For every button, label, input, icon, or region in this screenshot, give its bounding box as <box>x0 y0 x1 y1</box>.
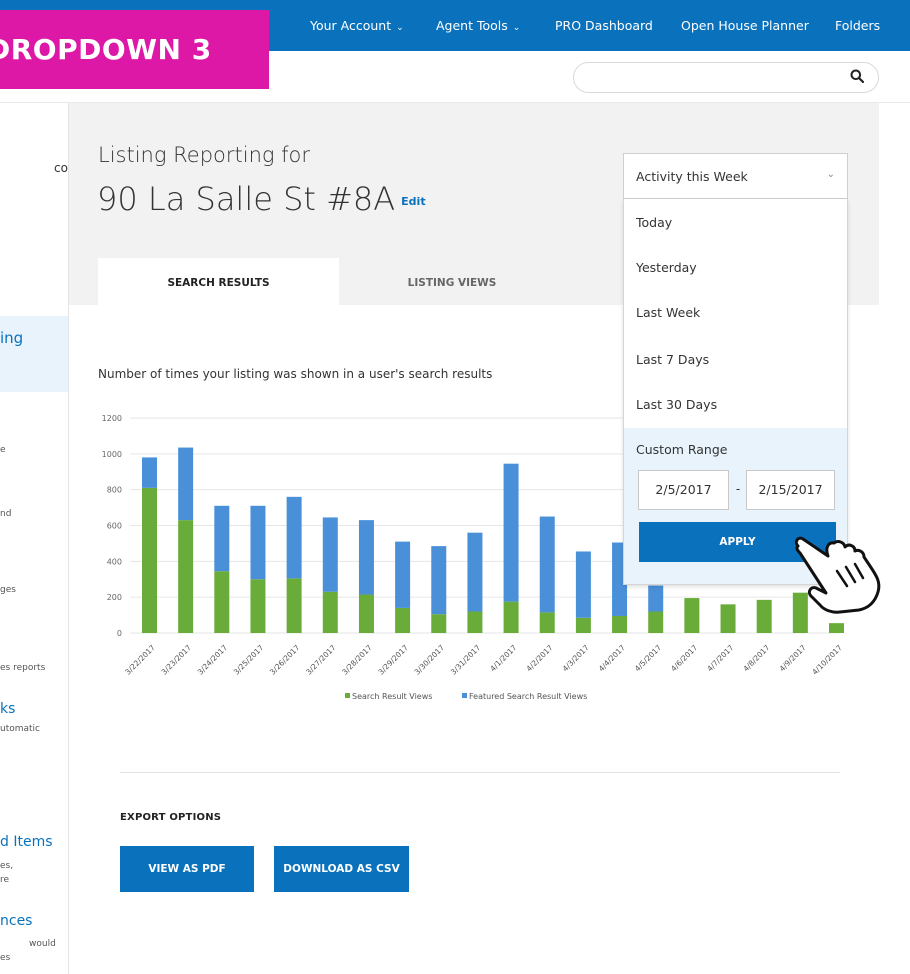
bar-search-result-views <box>214 571 229 633</box>
download-csv-button[interactable]: DOWNLOAD AS CSV <box>274 846 409 892</box>
bar-featured-search-result-views <box>648 586 663 612</box>
x-tick-label: 3/27/2017 <box>304 643 338 677</box>
x-tick-label: 3/26/2017 <box>268 643 302 677</box>
section-divider <box>120 772 840 773</box>
x-tick-label: 4/9/2017 <box>778 643 808 673</box>
menu-item-custom-range[interactable]: Custom Range <box>636 442 727 457</box>
bar-search-result-views <box>250 579 265 633</box>
x-tick-label: 4/10/2017 <box>810 643 844 677</box>
x-tick-label: 3/30/2017 <box>413 643 447 677</box>
legend-label: Featured Search Result Views <box>469 692 587 701</box>
bar-featured-search-result-views <box>178 448 193 521</box>
date-range-menu: Today Yesterday Last Week Last 7 Days La… <box>623 199 848 585</box>
x-tick-label: 4/2/2017 <box>524 643 554 673</box>
x-tick-label: 4/1/2017 <box>488 643 518 673</box>
date-to-input[interactable]: 2/15/2017 <box>746 470 835 510</box>
menu-item-today[interactable]: Today <box>636 215 672 230</box>
bar-featured-search-result-views <box>250 506 265 579</box>
hand-pointer-icon <box>792 530 892 615</box>
date-range-select[interactable]: Activity this Week ⌄ <box>623 153 848 199</box>
legend-swatch <box>462 693 467 698</box>
date-from-input[interactable]: 2/5/2017 <box>638 470 729 510</box>
bar-search-result-views <box>395 608 410 633</box>
x-tick-label: 3/28/2017 <box>340 643 374 677</box>
chevron-down-icon: ⌄ <box>827 169 835 180</box>
x-tick-label: 4/8/2017 <box>741 643 771 673</box>
bar-featured-search-result-views <box>395 542 410 608</box>
y-tick-label: 800 <box>107 486 122 495</box>
x-tick-label: 4/7/2017 <box>705 643 735 673</box>
legend-label: Search Result Views <box>352 692 432 701</box>
export-options-title: EXPORT OPTIONS <box>120 812 221 823</box>
x-tick-label: 3/23/2017 <box>160 643 194 677</box>
bar-featured-search-result-views <box>576 551 591 617</box>
x-tick-label: 3/25/2017 <box>232 643 266 677</box>
bar-search-result-views <box>540 612 555 633</box>
bar-featured-search-result-views <box>142 457 157 487</box>
y-tick-label: 1000 <box>102 450 122 459</box>
x-tick-label: 3/24/2017 <box>196 643 230 677</box>
bar-featured-search-result-views <box>540 517 555 613</box>
bar-featured-search-result-views <box>467 533 482 612</box>
menu-item-last-30-days[interactable]: Last 30 Days <box>636 397 717 412</box>
bar-featured-search-result-views <box>431 546 446 614</box>
x-tick-label: 4/3/2017 <box>561 643 591 673</box>
bar-search-result-views <box>142 488 157 633</box>
x-tick-label: 3/22/2017 <box>123 643 157 677</box>
bar-search-result-views <box>287 578 302 633</box>
bar-search-result-views <box>576 618 591 633</box>
bar-featured-search-result-views <box>323 517 338 591</box>
bar-search-result-views <box>323 592 338 633</box>
bar-search-result-views <box>721 604 736 633</box>
menu-item-yesterday[interactable]: Yesterday <box>636 260 697 275</box>
bar-featured-search-result-views <box>504 464 519 602</box>
y-tick-label: 400 <box>107 557 122 566</box>
bar-search-result-views <box>648 612 663 634</box>
bar-search-result-views <box>467 612 482 634</box>
bar-search-result-views <box>684 598 699 633</box>
date-range-selected: Activity this Week <box>636 169 748 184</box>
view-as-pdf-button[interactable]: VIEW AS PDF <box>120 846 254 892</box>
y-tick-label: 200 <box>107 593 122 602</box>
menu-item-last-7-days[interactable]: Last 7 Days <box>636 352 709 367</box>
bar-search-result-views <box>178 520 193 633</box>
bar-featured-search-result-views <box>214 506 229 571</box>
y-tick-label: 0 <box>117 629 122 638</box>
bar-search-result-views <box>757 600 772 633</box>
menu-item-last-week[interactable]: Last Week <box>636 305 700 320</box>
x-tick-label: 3/29/2017 <box>376 643 410 677</box>
x-tick-label: 4/5/2017 <box>633 643 663 673</box>
legend-swatch <box>345 693 350 698</box>
y-tick-label: 1200 <box>102 414 122 423</box>
x-tick-label: 4/4/2017 <box>597 643 627 673</box>
x-tick-label: 3/31/2017 <box>449 643 483 677</box>
bar-search-result-views <box>431 614 446 633</box>
bar-featured-search-result-views <box>287 497 302 579</box>
bar-featured-search-result-views <box>359 520 374 594</box>
bar-search-result-views <box>829 623 844 633</box>
bar-search-result-views <box>359 594 374 633</box>
x-tick-label: 4/6/2017 <box>669 643 699 673</box>
y-tick-label: 600 <box>107 522 122 531</box>
bar-search-result-views <box>504 602 519 633</box>
date-separator: - <box>732 482 744 496</box>
bar-search-result-views <box>612 616 627 633</box>
